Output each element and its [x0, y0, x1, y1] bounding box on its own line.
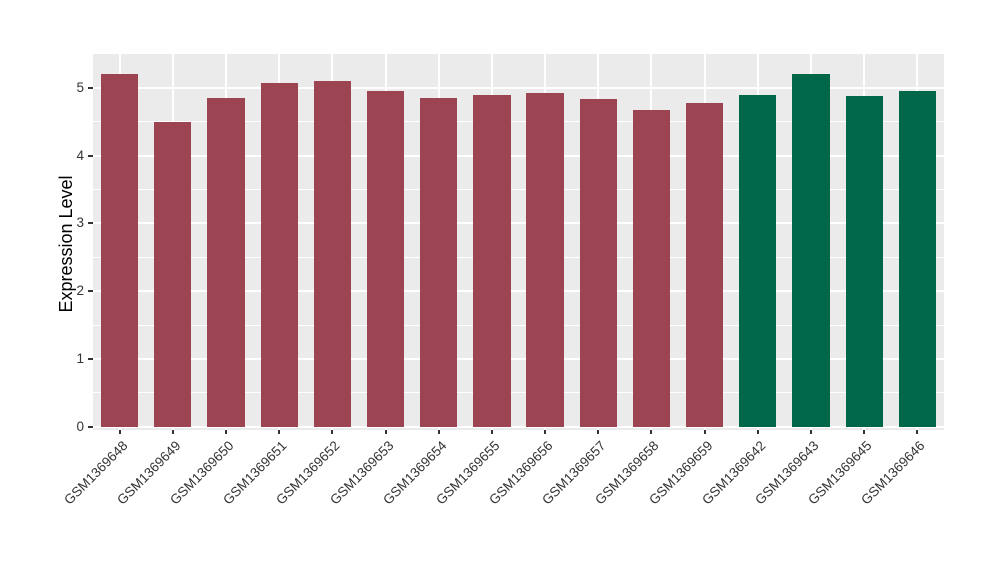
x-tick-label: GSM1369646	[858, 438, 929, 508]
x-tick-label: GSM1369648	[60, 438, 131, 508]
x-tick-label: GSM1369654	[379, 438, 450, 508]
x-tick-label: GSM1369653	[326, 438, 397, 508]
gridline-major	[93, 357, 944, 360]
x-tick-label: GSM1369657	[539, 438, 609, 508]
bar-GSM1369655	[473, 94, 511, 427]
x-tick-mark	[916, 430, 919, 434]
y-tick-label: 5	[76, 79, 84, 95]
x-tick-mark	[278, 430, 281, 434]
x-tick-label: GSM1369656	[486, 438, 556, 508]
x-tick-mark	[171, 430, 174, 434]
bar-GSM1369643	[792, 73, 830, 427]
x-tick-mark	[544, 430, 547, 434]
gridline-minor	[93, 324, 944, 326]
gridline-minor	[93, 256, 944, 258]
gridline-major	[93, 86, 944, 89]
y-tick-label: 0	[76, 418, 84, 434]
x-tick-label: GSM1369649	[113, 438, 184, 508]
gridline-major	[93, 290, 944, 293]
y-tick-mark	[88, 425, 93, 428]
y-tick-mark	[88, 222, 93, 225]
x-tick-mark	[490, 430, 493, 434]
bar-GSM1369649	[154, 121, 192, 427]
x-tick-label: GSM1369659	[645, 438, 716, 508]
x-tick-label: GSM1369651	[220, 438, 290, 508]
gridline-minor	[93, 392, 944, 394]
bar-GSM1369654	[420, 98, 458, 427]
y-tick-mark	[88, 357, 93, 360]
bar-GSM1369657	[579, 99, 617, 427]
bar-GSM1369652	[313, 81, 351, 427]
bar-GSM1369648	[100, 74, 139, 427]
x-tick-mark	[224, 430, 227, 434]
bar-GSM1369656	[526, 92, 564, 427]
bar-GSM1369658	[632, 109, 671, 427]
x-tick-mark	[756, 430, 759, 434]
y-tick-label: 2	[76, 283, 84, 299]
y-tick-mark	[88, 86, 93, 89]
x-tick-mark	[384, 430, 387, 434]
x-tick-mark	[118, 430, 121, 434]
x-tick-label: GSM1369643	[752, 438, 822, 508]
gridline-major	[93, 425, 944, 428]
bar-GSM1369651	[260, 83, 298, 427]
x-tick-mark	[331, 430, 334, 434]
x-tick-mark	[703, 430, 706, 434]
y-tick-mark	[88, 154, 93, 157]
y-axis-title: Expression Level	[56, 175, 76, 313]
x-tick-label: GSM1369645	[805, 438, 875, 508]
gridline-major	[93, 222, 944, 225]
gridline-minor	[93, 189, 944, 190]
bar-GSM1369645	[845, 96, 883, 427]
gridline-major	[93, 154, 944, 157]
x-tick-label: GSM1369650	[167, 438, 237, 508]
y-tick-label: 1	[76, 350, 84, 366]
bar-GSM1369642	[739, 94, 777, 427]
bar-GSM1369646	[898, 90, 936, 427]
x-tick-label: GSM1369652	[273, 438, 343, 508]
bar-GSM1369653	[366, 91, 405, 427]
x-tick-label: GSM1369655	[432, 438, 503, 508]
y-tick-mark	[88, 290, 93, 293]
gridline-minor	[93, 121, 944, 123]
x-tick-mark	[650, 430, 653, 434]
bar-GSM1369659	[686, 102, 724, 427]
y-tick-label: 4	[76, 147, 84, 163]
x-tick-mark	[597, 430, 600, 434]
plot-panel	[93, 54, 944, 430]
y-tick-label: 3	[76, 215, 84, 231]
x-tick-mark	[863, 430, 866, 434]
x-tick-label: GSM1369642	[698, 438, 769, 508]
x-tick-mark	[437, 430, 440, 434]
bar-GSM1369650	[207, 98, 245, 427]
x-tick-label: GSM1369658	[592, 438, 663, 508]
x-tick-mark	[810, 430, 813, 434]
